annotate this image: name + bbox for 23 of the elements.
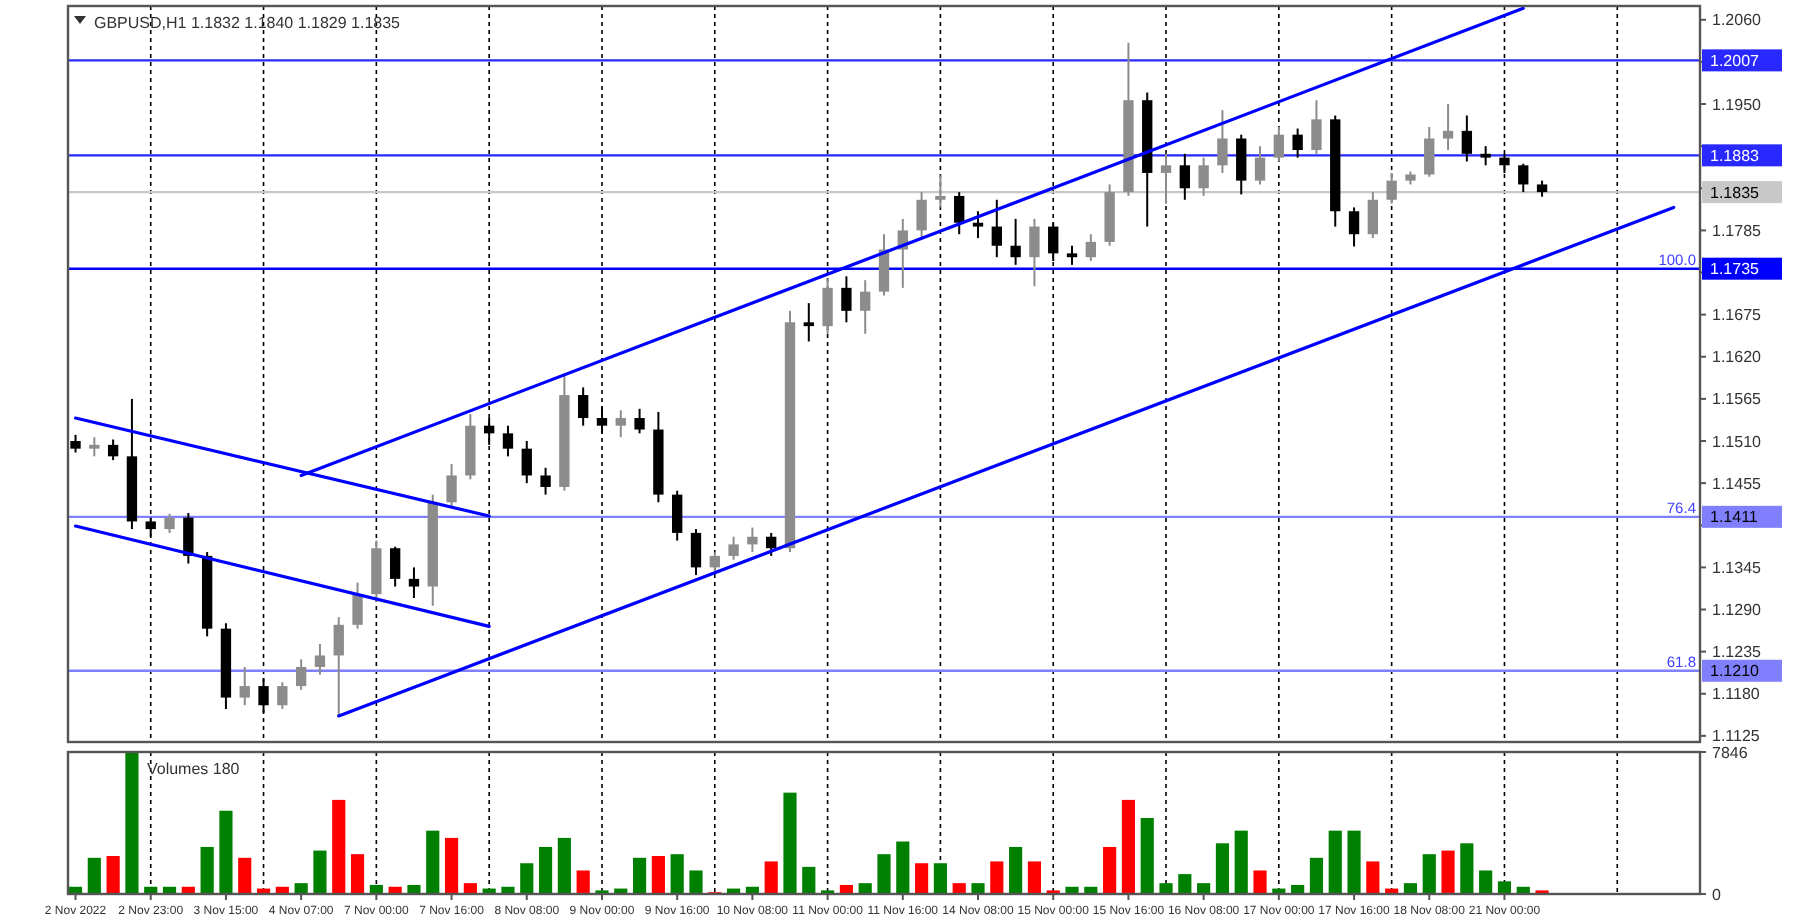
ref-line-label: 1.1735 — [1710, 260, 1761, 279]
y-tick-label: 1.1290 — [1712, 601, 1763, 620]
y-tick-label: 1.1455 — [1712, 474, 1763, 493]
ref-line-label: 1.1835 — [1710, 183, 1761, 202]
ref-line-label: 1.1411 — [1710, 508, 1759, 527]
y-tick-label: 1.1235 — [1712, 643, 1763, 662]
text: GBPUSD,H1 1.1832 1.1840 1.1829 1.1835 — [94, 14, 402, 32]
y-tick-label: 1.1675 — [1712, 306, 1763, 325]
y-tick-label: 1.1125 — [1712, 727, 1761, 746]
ref-line-label: 1.1210 — [1710, 662, 1761, 681]
y-tick-label: 1.1345 — [1712, 558, 1763, 577]
ref-line-label: 1.2007 — [1710, 51, 1761, 70]
y-tick-label: 1.1785 — [1712, 222, 1763, 240]
y-tick-label: 1.2060 — [1712, 11, 1763, 30]
y-tick-label: 1.1620 — [1712, 348, 1763, 367]
y-tick-label: 1.1565 — [1712, 390, 1763, 409]
text: Volumes 180 — [146, 760, 241, 778]
y-tick-label: 1.1510 — [1712, 432, 1763, 451]
y-tick-label: 0 — [1712, 885, 1722, 904]
y-tick-label: 7846 — [1712, 743, 1749, 762]
y-tick-label: 1.1180 — [1712, 685, 1761, 704]
ref-line-label: 1.1883 — [1710, 146, 1761, 165]
y-tick-label: 1.1950 — [1712, 95, 1763, 114]
